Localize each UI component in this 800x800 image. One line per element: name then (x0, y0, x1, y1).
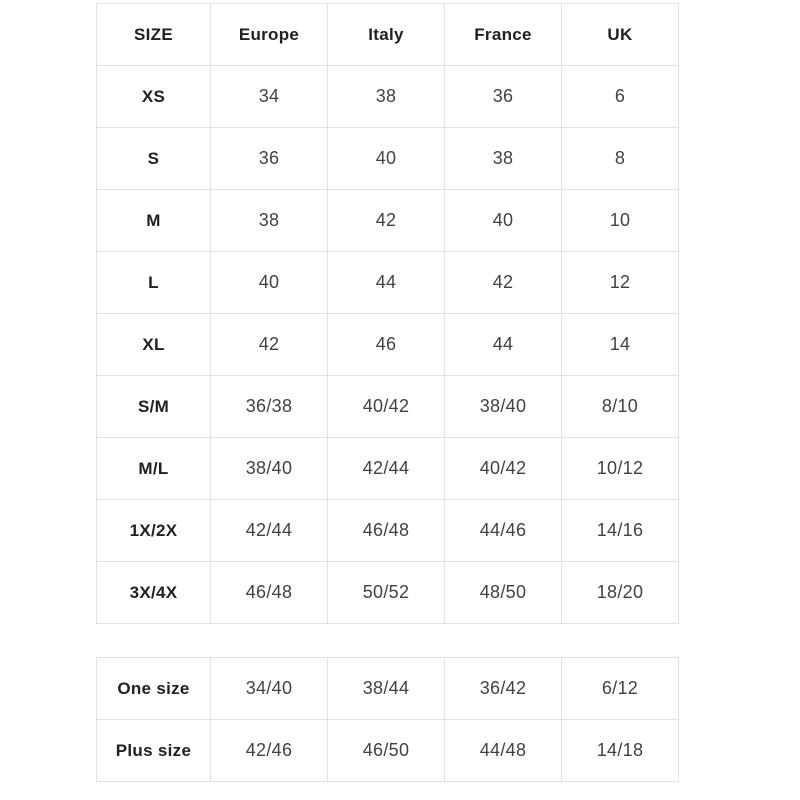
size-cell: 14/16 (561, 499, 679, 562)
size-cell: 44/48 (444, 719, 562, 782)
special-sizes-table: One size 34/40 38/44 36/42 6/12 Plus size 42/4… (96, 657, 679, 782)
table-body: XS 34 38 36 6 S 36 40 38 8 M 38 42 40 10 L 40 44 42 12 XL 42 4… (96, 65, 679, 624)
size-cell: 38 (210, 189, 328, 252)
size-cell: 36 (444, 65, 562, 128)
size-cell: 38/40 (444, 375, 562, 438)
row-label: M/L (96, 437, 211, 500)
size-cell: 36 (210, 127, 328, 190)
size-cell: 42/46 (210, 719, 328, 782)
size-cell: 42 (327, 189, 445, 252)
size-cell: 40 (444, 189, 562, 252)
size-cell: 6/12 (561, 657, 679, 720)
size-cell: 10 (561, 189, 679, 252)
table-row: M/L 38/40 42/44 40/42 10/12 (96, 437, 679, 500)
size-cell: 14 (561, 313, 679, 376)
table-row: M 38 42 40 10 (96, 189, 679, 252)
size-cell: 38/40 (210, 437, 328, 500)
table-row: 3X/4X 46/48 50/52 48/50 18/20 (96, 561, 679, 624)
size-cell: 12 (561, 251, 679, 314)
table-row: XS 34 38 36 6 (96, 65, 679, 128)
size-cell: 36/38 (210, 375, 328, 438)
header-row: SIZE Europe Italy France UK (96, 3, 679, 66)
size-cell: 40 (210, 251, 328, 314)
row-label: XL (96, 313, 211, 376)
size-cell: 36/42 (444, 657, 562, 720)
table-row: 1X/2X 42/44 46/48 44/46 14/16 (96, 499, 679, 562)
size-cell: 18/20 (561, 561, 679, 624)
row-label: L (96, 251, 211, 314)
column-header-italy: Italy (327, 3, 445, 66)
table-row: L 40 44 42 12 (96, 251, 679, 314)
table-header: SIZE Europe Italy France UK (96, 3, 679, 66)
size-cell: 42/44 (327, 437, 445, 500)
size-cell: 40 (327, 127, 445, 190)
size-cell: 46/50 (327, 719, 445, 782)
row-label: One size (96, 657, 211, 720)
row-label: 3X/4X (96, 561, 211, 624)
size-cell: 38 (444, 127, 562, 190)
size-chart: SIZE Europe Italy France UK XS 34 38 36 6 S 36… (96, 3, 679, 782)
size-cell: 46/48 (210, 561, 328, 624)
row-label: 1X/2X (96, 499, 211, 562)
table-row: One size 34/40 38/44 36/42 6/12 (96, 657, 679, 720)
column-header-uk: UK (561, 3, 679, 66)
row-label: S (96, 127, 211, 190)
table-row: Plus size 42/46 46/50 44/48 14/18 (96, 719, 679, 782)
table-row: S 36 40 38 8 (96, 127, 679, 190)
row-label: XS (96, 65, 211, 128)
size-cell: 44 (444, 313, 562, 376)
size-cell: 42 (210, 313, 328, 376)
size-cell: 40/42 (444, 437, 562, 500)
size-cell: 38 (327, 65, 445, 128)
size-cell: 44 (327, 251, 445, 314)
size-cell: 40/42 (327, 375, 445, 438)
size-cell: 8/10 (561, 375, 679, 438)
size-cell: 50/52 (327, 561, 445, 624)
column-header-size: SIZE (96, 3, 211, 66)
size-cell: 34 (210, 65, 328, 128)
row-label: Plus size (96, 719, 211, 782)
size-cell: 42 (444, 251, 562, 314)
size-cell: 42/44 (210, 499, 328, 562)
size-conversion-table: SIZE Europe Italy France UK XS 34 38 36 6 S 36… (96, 3, 679, 624)
size-cell: 38/44 (327, 657, 445, 720)
table-row: XL 42 46 44 14 (96, 313, 679, 376)
size-cell: 34/40 (210, 657, 328, 720)
size-cell: 14/18 (561, 719, 679, 782)
row-label: S/M (96, 375, 211, 438)
column-header-france: France (444, 3, 562, 66)
table-row: S/M 36/38 40/42 38/40 8/10 (96, 375, 679, 438)
size-cell: 44/46 (444, 499, 562, 562)
table-gap (96, 624, 678, 657)
size-cell: 46 (327, 313, 445, 376)
special-table-body: One size 34/40 38/44 36/42 6/12 Plus size 42/4… (96, 657, 679, 782)
size-cell: 46/48 (327, 499, 445, 562)
row-label: M (96, 189, 211, 252)
size-cell: 10/12 (561, 437, 679, 500)
size-cell: 6 (561, 65, 679, 128)
size-cell: 48/50 (444, 561, 562, 624)
column-header-europe: Europe (210, 3, 328, 66)
size-cell: 8 (561, 127, 679, 190)
